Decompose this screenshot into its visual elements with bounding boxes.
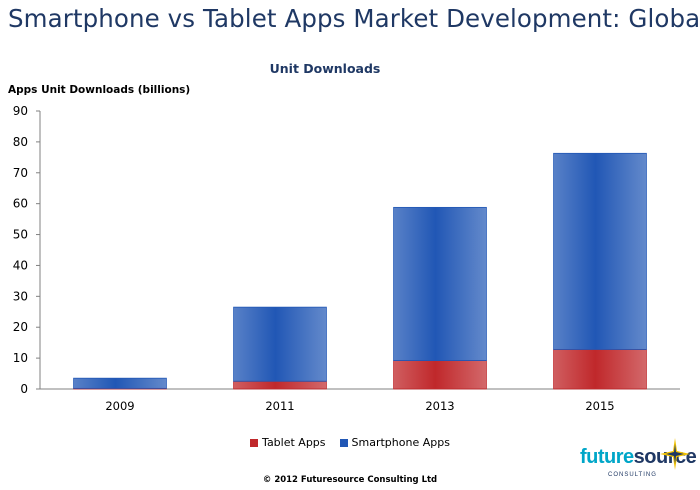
futuresource-logo: futuresource CONSULTING — [580, 438, 697, 488]
y-tick-label: 80 — [13, 135, 28, 149]
bar-smartphone — [233, 306, 327, 382]
logo-subtitle: CONSULTING — [608, 472, 657, 478]
y-tick-label: 60 — [13, 197, 28, 211]
y-axis-label: Apps Unit Downloads (billions) — [8, 84, 191, 96]
y-tick-label: 10 — [13, 351, 28, 365]
bar-tablet — [393, 360, 487, 390]
y-tick-label: 0 — [20, 382, 28, 396]
bar-tablet — [233, 380, 327, 390]
stacked-bar-chart: 0 10 20 30 40 50 60 70 80 90 2009 2011 2013 2015 — [13, 104, 680, 413]
logo-wordmark: futuresource — [580, 446, 697, 469]
copyright-notice: © 2012 Futuresource Consulting Ltd — [262, 475, 438, 485]
x-tick-label: 2013 — [425, 399, 454, 413]
chart-legend: Tablet Apps Smartphone Apps — [0, 436, 700, 449]
logo-star-icon — [660, 438, 690, 470]
y-tick-label: 50 — [13, 228, 28, 242]
x-tick-label: 2015 — [585, 399, 614, 413]
x-tick-label: 2009 — [105, 399, 134, 413]
page-title: Smartphone vs Tablet Apps Market Develop… — [8, 4, 700, 33]
legend-item-smartphone: Smartphone Apps — [339, 436, 450, 449]
x-tick-label: 2011 — [265, 399, 294, 413]
bar-smartphone — [73, 377, 167, 389]
legend-swatch-tablet — [250, 438, 259, 447]
y-tick-label: 70 — [13, 166, 28, 180]
legend-item-tablet: Tablet Apps — [250, 436, 326, 449]
legend-label-tablet: Tablet Apps — [262, 436, 326, 449]
legend-swatch-smartphone — [339, 438, 348, 447]
bar-tablet — [553, 349, 647, 390]
y-tick-label: 20 — [13, 320, 28, 334]
legend-label-smartphone: Smartphone Apps — [351, 436, 450, 449]
logo-word-future: future — [580, 446, 634, 468]
bar-smartphone — [393, 206, 487, 361]
y-tick-label: 40 — [13, 258, 28, 272]
bar-smartphone — [553, 152, 647, 350]
y-tick-label: 90 — [13, 104, 28, 118]
y-tick-label: 30 — [13, 289, 28, 303]
chart-subtitle: Unit Downloads — [269, 61, 381, 76]
logo-word-source: source — [633, 446, 697, 468]
